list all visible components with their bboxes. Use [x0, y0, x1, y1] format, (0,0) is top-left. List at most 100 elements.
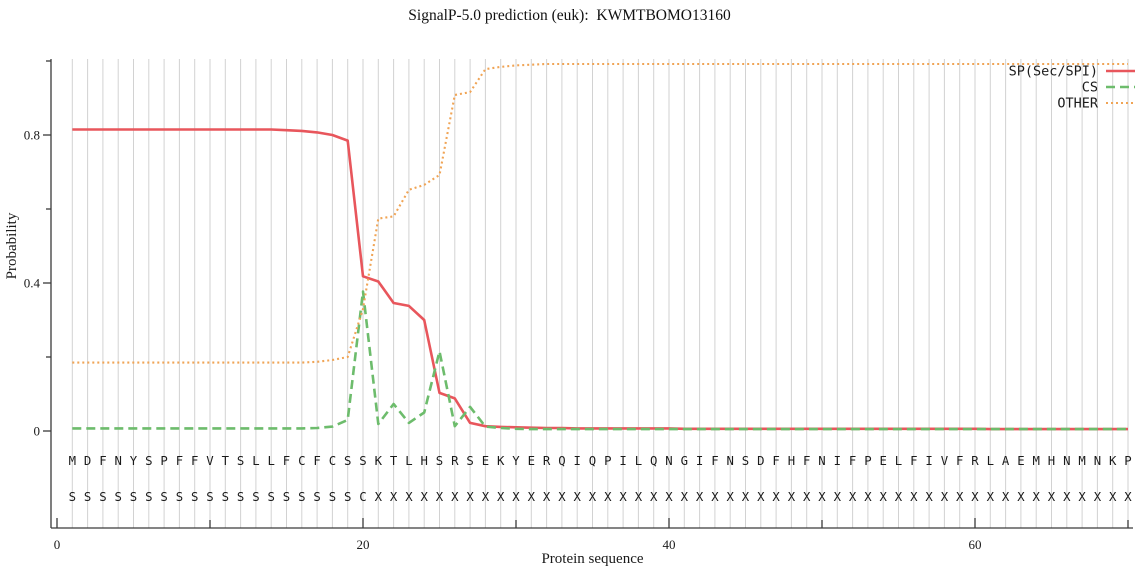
residue-letter: I [573, 454, 580, 468]
region-mark: X [711, 490, 719, 504]
residue-letter: L [895, 454, 902, 468]
legend-entry: OTHER [1057, 96, 1135, 112]
region-mark: X [788, 490, 796, 504]
residue-letter: E [482, 454, 489, 468]
residue-letter: S [344, 454, 351, 468]
region-mark: X [1094, 490, 1102, 504]
region-mark: S [160, 490, 167, 504]
residue-letter: H [788, 454, 795, 468]
residue-letter: R [451, 454, 459, 468]
residue-letter: M [69, 454, 76, 468]
region-mark: X [1063, 490, 1071, 504]
x-tick-label: 0 [54, 537, 61, 552]
residue-letter: F [313, 454, 320, 468]
region-mark: X [803, 490, 811, 504]
region-mark: X [650, 490, 658, 504]
residue-letter: Y [130, 454, 138, 468]
region-mark: S [267, 490, 274, 504]
x-tick-label: 20 [357, 537, 370, 552]
residue-letter: T [390, 454, 398, 468]
region-mark: X [573, 490, 581, 504]
residue-letter: C [298, 454, 305, 468]
series-sp-sec-spi- [72, 128, 1128, 431]
region-mark: X [420, 490, 428, 504]
y-tick-label: 0.8 [24, 128, 40, 143]
legend-label: CS [1082, 80, 1098, 96]
region-mark: X [528, 490, 536, 504]
series-cs [72, 290, 1128, 431]
residue-letter: P [160, 454, 167, 468]
residue-letter: P [604, 454, 611, 468]
region-mark: X [466, 490, 474, 504]
residue-letter: S [145, 454, 152, 468]
residue-letter: Q [558, 454, 565, 468]
region-mark: X [681, 490, 689, 504]
region-mark: S [191, 490, 198, 504]
residue-letter: R [971, 454, 979, 468]
residue-letter: K [375, 454, 383, 468]
region-mark: X [772, 490, 780, 504]
residue-letter: M [1078, 454, 1085, 468]
residue-letter: R [543, 454, 551, 468]
region-mark: X [375, 490, 383, 504]
region-mark: X [558, 490, 566, 504]
residue-letter: I [619, 454, 626, 468]
region-mark: X [1048, 490, 1056, 504]
region-mark: X [864, 490, 872, 504]
residue-letter: M [1032, 454, 1039, 468]
residue-letter: D [757, 454, 764, 468]
residue-letter: H [420, 454, 427, 468]
residue-letter: F [849, 454, 856, 468]
residue-letter: Q [650, 454, 657, 468]
y-axis-title: Probability [4, 212, 20, 279]
region-mark: S [329, 490, 336, 504]
region-mark: S [114, 490, 121, 504]
region-mark: X [482, 490, 490, 504]
region-mark: X [956, 490, 964, 504]
x-axis-title: Protein sequence [541, 551, 643, 567]
region-mark: X [925, 490, 933, 504]
region-mark: S [99, 490, 106, 504]
residue-letter: L [987, 454, 994, 468]
region-mark: X [497, 490, 505, 504]
region-mark: C [359, 490, 366, 504]
y-tick-label: 0.4 [24, 276, 41, 291]
region-mark: X [910, 490, 918, 504]
residue-letter: D [84, 454, 91, 468]
residue-letter: N [726, 454, 733, 468]
region-mark: X [619, 490, 627, 504]
region-mark: X [696, 490, 704, 504]
region-mark: X [512, 490, 520, 504]
residue-letter: N [665, 454, 672, 468]
residue-letter: A [1002, 454, 1010, 468]
residue-letter: V [206, 454, 214, 468]
residue-letter: G [681, 454, 688, 468]
residue-letter: K [497, 454, 505, 468]
region-mark: X [1032, 490, 1040, 504]
region-mark: X [451, 490, 459, 504]
residue-letter: E [1017, 454, 1024, 468]
residue-letter: E [879, 454, 886, 468]
region-mark: S [237, 490, 244, 504]
residue-letter: C [329, 454, 336, 468]
residue-letter: E [528, 454, 535, 468]
region-mark: X [879, 490, 887, 504]
region-mark: S [298, 490, 305, 504]
residue-letter: V [941, 454, 949, 468]
residue-letter: S [436, 454, 443, 468]
legend-label: SP(Sec/SPI) [1009, 64, 1098, 80]
region-mark: X [971, 490, 979, 504]
region-mark: X [405, 490, 413, 504]
residue-letter: L [405, 454, 412, 468]
residue-letter: L [267, 454, 274, 468]
residue-letter: S [466, 454, 473, 468]
residue-letter: I [834, 454, 841, 468]
region-mark: S [252, 490, 259, 504]
region-mark: X [589, 490, 597, 504]
residue-letter: I [925, 454, 932, 468]
residue-letter: I [696, 454, 703, 468]
